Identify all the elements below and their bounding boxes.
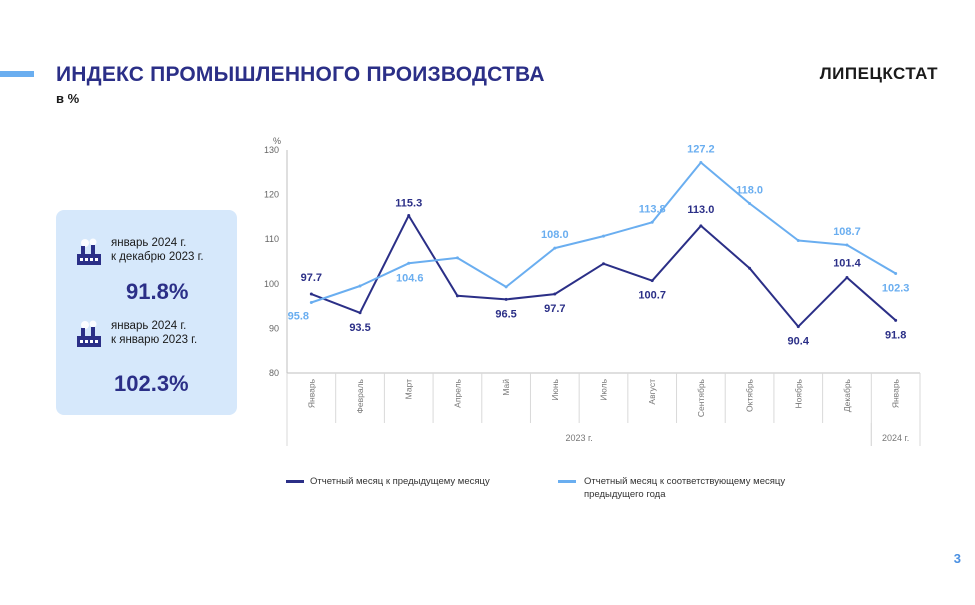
factory-icon xyxy=(77,320,101,347)
legend-year-over-year-line2: предыдущего года xyxy=(584,489,666,500)
data-point-month-to-month xyxy=(796,325,800,329)
x-tick-label: Январь xyxy=(306,378,316,408)
y-tick-label: 100 xyxy=(264,279,279,289)
series-line-month-to-month xyxy=(310,214,897,328)
year-group-label: 2023 г. xyxy=(566,433,593,443)
x-tick-label: Июль xyxy=(599,378,609,400)
x-tick-label: Ноябрь xyxy=(793,378,803,408)
data-label-month-to-month: 96.5 xyxy=(495,308,516,320)
y-tick-label: 80 xyxy=(269,368,279,378)
x-tick-label: Август xyxy=(647,379,657,405)
legend-swatch-month-to-month xyxy=(286,480,304,483)
data-label-year-over-year: 108.0 xyxy=(541,229,569,241)
data-point-year-over-year xyxy=(845,243,849,247)
x-tick-label: Январь xyxy=(891,378,901,408)
x-tick-label: Декабрь xyxy=(842,378,852,412)
data-point-month-to-month xyxy=(455,294,459,298)
data-label-month-to-month: 97.7 xyxy=(301,272,322,284)
kpi-1-label: январь 2024 г. к декабрю 2023 г. xyxy=(111,236,204,264)
data-label-year-over-year: 108.7 xyxy=(833,226,861,238)
y-axis-unit-label: % xyxy=(273,136,281,146)
data-label-year-over-year: 113.8 xyxy=(639,203,666,215)
data-point-year-over-year xyxy=(748,202,752,206)
data-label-year-over-year: 127.2 xyxy=(687,143,715,155)
data-label-year-over-year: 118.0 xyxy=(736,185,763,197)
page-number: 3 xyxy=(953,551,961,566)
data-point-month-to-month xyxy=(748,266,752,270)
page-subtitle: в % xyxy=(56,91,80,106)
page-title: ИНДЕКС ПРОМЫШЛЕННОГО ПРОИЗВОДСТВА xyxy=(56,63,545,86)
data-point-year-over-year xyxy=(796,239,800,243)
x-tick-label: Июнь xyxy=(550,378,560,400)
data-label-month-to-month: 100.7 xyxy=(638,290,666,302)
year-group-label: 2024 г. xyxy=(882,433,909,443)
data-point-year-over-year xyxy=(699,160,703,164)
kpi-panel: январь 2024 г. к декабрю 2023 г. 91.8% я… xyxy=(56,210,237,415)
legend-year-over-year: Отчетный месяц к соответствующему месяцу… xyxy=(584,475,785,501)
data-label-year-over-year: 95.8 xyxy=(288,311,309,323)
data-label-month-to-month: 90.4 xyxy=(788,336,810,348)
data-point-month-to-month xyxy=(650,279,654,283)
data-label-year-over-year: 102.3 xyxy=(882,283,910,295)
y-tick-label: 90 xyxy=(269,323,279,333)
data-label-year-over-year: 104.6 xyxy=(396,272,424,284)
data-label-month-to-month: 115.3 xyxy=(395,198,422,210)
kpi-2-label: январь 2024 г. к январю 2023 г. xyxy=(111,319,197,347)
y-tick-label: 110 xyxy=(265,234,279,244)
industrial-index-line-chart: % 80 90 100 110 120 130 Январь Февраль Март Апрель… xyxy=(264,136,921,446)
data-label-month-to-month: 97.7 xyxy=(544,303,565,315)
data-point-month-to-month xyxy=(407,214,411,218)
kpi-1-value: 91.8% xyxy=(126,279,189,304)
x-tick-label: Сентябрь xyxy=(696,378,706,417)
data-point-year-over-year xyxy=(650,220,654,224)
data-point-month-to-month xyxy=(894,318,898,322)
kpi-2-label-line1: январь 2024 г. xyxy=(111,320,187,332)
data-point-month-to-month xyxy=(504,297,508,301)
data-label-month-to-month: 91.8 xyxy=(885,329,906,341)
data-point-year-over-year xyxy=(894,272,898,276)
x-tick-label: Февраль xyxy=(355,378,365,413)
kpi-1-label-line1: январь 2024 г. xyxy=(111,237,187,249)
data-point-month-to-month xyxy=(358,311,362,315)
data-point-year-over-year xyxy=(553,246,557,250)
x-tick-label: Апрель xyxy=(452,378,462,407)
x-tick-label: Май xyxy=(501,379,511,396)
y-tick-label: 120 xyxy=(264,190,279,200)
brand-logo-text: ЛИПЕЦКСТАТ xyxy=(819,64,938,83)
data-point-month-to-month xyxy=(309,292,313,296)
data-point-year-over-year xyxy=(455,256,459,260)
data-point-month-to-month xyxy=(602,262,605,266)
data-point-year-over-year xyxy=(602,234,605,238)
factory-icon xyxy=(77,238,101,265)
legend-month-to-month: Отчетный месяц к предыдущему месяцу xyxy=(310,476,490,487)
data-label-month-to-month: 113.0 xyxy=(687,204,714,216)
data-point-year-over-year xyxy=(407,261,411,265)
kpi-1-label-line2: к декабрю 2023 г. xyxy=(111,251,204,263)
y-tick-label: 130 xyxy=(264,145,279,155)
x-tick-label: Март xyxy=(404,379,414,399)
data-point-month-to-month xyxy=(553,292,557,296)
kpi-2-label-line2: к январю 2023 г. xyxy=(111,334,198,346)
data-point-year-over-year xyxy=(358,284,362,288)
legend-year-over-year-line1: Отчетный месяц к соответствующему месяцу xyxy=(584,476,786,487)
title-accent-bar xyxy=(0,71,34,77)
data-point-year-over-year xyxy=(504,285,508,289)
kpi-2-value: 102.3% xyxy=(114,371,189,396)
data-point-year-over-year xyxy=(309,301,313,305)
data-label-month-to-month: 93.5 xyxy=(349,322,370,334)
data-point-month-to-month xyxy=(699,224,703,228)
data-point-month-to-month xyxy=(845,276,849,280)
x-tick-label: Октябрь xyxy=(745,378,755,412)
legend-swatch-year-over-year xyxy=(558,480,576,483)
data-label-month-to-month: 101.4 xyxy=(833,258,861,270)
